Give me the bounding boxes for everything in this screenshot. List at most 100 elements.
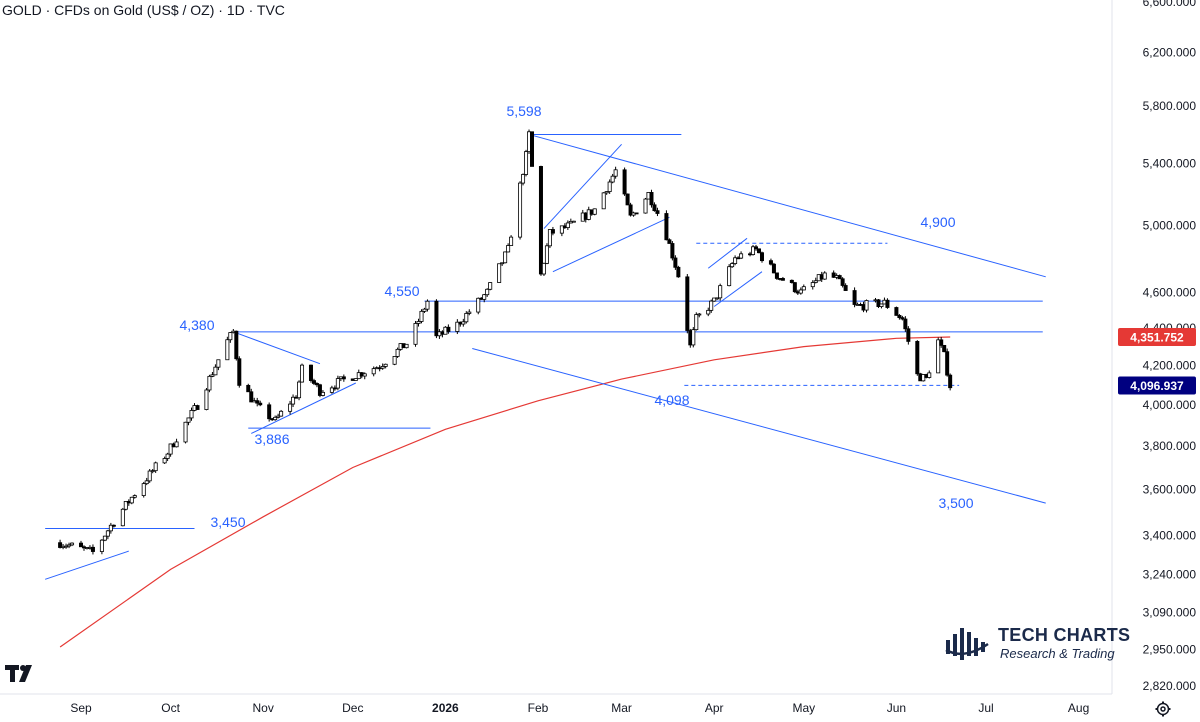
candle-body [132,495,137,498]
candle-body [667,239,672,244]
x-tick-label: Dec [342,701,363,715]
candle-body [676,266,681,278]
candle-body [183,421,188,443]
candle-body [906,328,911,342]
candle-body [147,470,152,482]
gear-icon[interactable] [1155,701,1171,717]
price-axis[interactable]: 2,820.000 2,950.000 3,090.000 3,240.000 3,40… [1143,0,1197,693]
candle-body [317,384,322,396]
candle-body [607,181,612,192]
candle-body [500,262,505,265]
candle-body [649,192,654,206]
x-tick-label: Sep [70,701,92,715]
candle-body [153,462,158,472]
candle-body [900,317,905,320]
candle-body [90,546,95,552]
candle-body [592,208,597,215]
candle-body [425,300,430,310]
annotations-layer: 5,598 4,900 4,550 4,380 4,098 3,886 3,450 3,500 [179,103,973,530]
brand-name: TECH CHARTS [998,625,1131,645]
y-tick-label: 2,820.000 [1143,679,1197,693]
x-tick-label: May [792,701,815,715]
moving-average-line [59,336,951,648]
ma-price-badge [1118,328,1196,347]
candle-body [664,213,669,241]
candle-body [864,300,869,311]
candle-body [464,313,469,323]
candle-body [506,245,511,253]
candle-body [482,294,487,300]
y-tick-label: 4,200.000 [1143,359,1197,373]
chart-title: GOLD · CFDs on Gold (US$ / OZ) · 1D · TV… [2,2,285,18]
candle-body [927,372,932,378]
candle-body [141,483,146,496]
candle-body [329,387,334,393]
candle-body [395,348,400,357]
trendline-upper-channel [528,133,1046,278]
y-tick-label: 6,600.000 [1143,0,1197,9]
trendline-layer [44,133,1046,580]
candle-body [694,314,699,331]
candle-body [801,286,806,291]
candle-body [547,229,552,247]
candle-body [571,220,576,223]
candle-body [228,332,233,341]
candle-body [383,363,388,367]
candle-body [565,222,570,229]
candle-body [111,524,116,527]
trendline-triangle-lower [251,382,357,434]
level-annotation: 3,450 [210,514,245,530]
time-axis[interactable]: Sep Oct Nov Dec 2026 Feb Mar Apr May Jun Jul Aug [70,701,1089,715]
candle-body [476,297,481,313]
candle-body [813,280,818,283]
candle-body [810,282,815,288]
tech-charts-logo-icon [945,628,989,660]
candle-body [297,381,302,399]
trendline-flag-upper [543,143,622,229]
candle-body [300,364,305,383]
y-tick-label: 3,240.000 [1143,567,1197,581]
candle-body [58,542,63,548]
candle-body [225,339,230,361]
candle-body [768,260,773,265]
candle-body [195,405,200,410]
trendline-sep-support [44,550,129,580]
x-tick-label: Jul [978,701,993,715]
candle-body [99,539,104,552]
candle-body [503,251,508,264]
candle-body [715,297,720,300]
candle-body [105,530,110,537]
candle-body [706,309,711,315]
candle-body [371,368,376,375]
candle-body [67,544,72,547]
candle-body [712,297,717,302]
candle-body [392,356,397,365]
candle-body [652,204,657,212]
level-annotation: 3,886 [254,431,289,447]
candle-body [751,246,756,255]
candle-body [798,289,803,294]
candle-body [754,246,759,250]
y-tick-label: 5,800.000 [1143,99,1197,113]
candle-body [509,236,514,246]
candle-body [165,453,170,459]
y-tick-label: 4,000.000 [1143,398,1197,412]
candle-body [216,359,221,368]
y-tick-label: 3,400.000 [1143,529,1197,543]
candle-body [622,169,627,195]
candle-body [739,253,744,259]
candle-body [102,535,107,541]
candle-body [246,384,251,393]
candle-body [610,175,615,183]
candle-body [945,351,950,376]
candle-body [759,252,764,262]
candle-body [416,321,421,324]
price-badge-label: 4,351.752 [1130,331,1184,345]
candle-body [123,501,128,510]
candle-body [691,329,696,346]
candle-body [341,376,346,380]
candle-body [150,470,155,473]
candle-body [497,263,502,283]
tradingview-logo-icon[interactable] [4,662,38,684]
